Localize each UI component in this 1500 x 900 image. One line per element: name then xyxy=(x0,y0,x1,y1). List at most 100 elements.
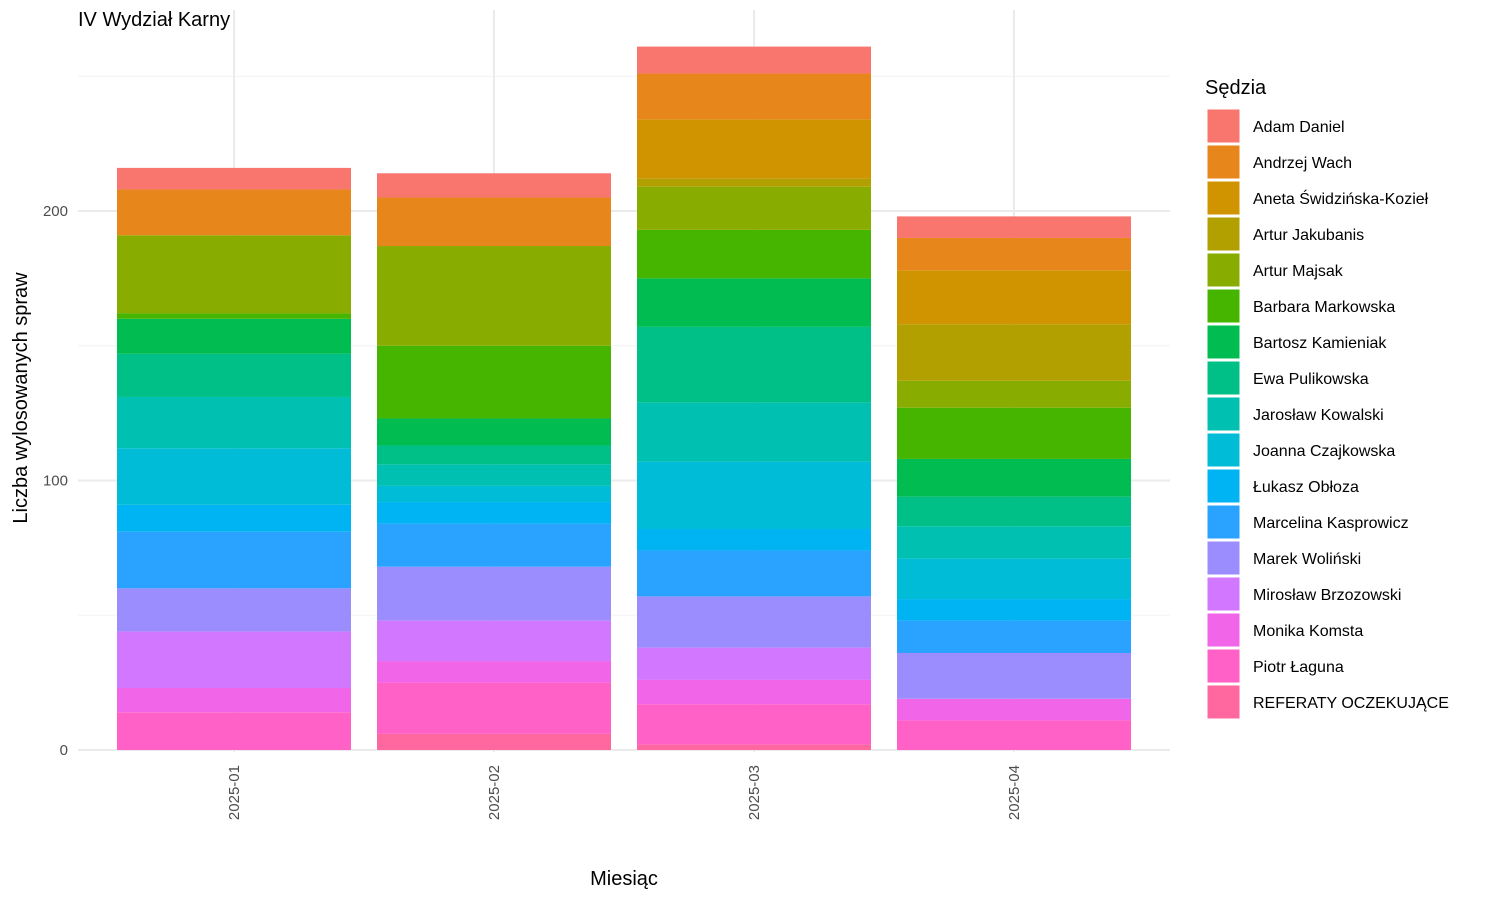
legend-key xyxy=(1206,360,1241,396)
legend-label: Marcelina Kasprowicz xyxy=(1253,515,1409,532)
bar-segment xyxy=(637,529,871,551)
bar-segment xyxy=(897,698,1131,721)
bars-layer xyxy=(117,46,1131,750)
bar-segment xyxy=(637,679,871,705)
bar-segment xyxy=(897,599,1131,621)
legend-key xyxy=(1206,684,1241,720)
bar-segment xyxy=(637,278,871,327)
bar-segment xyxy=(637,186,871,230)
bar-segment xyxy=(377,485,611,503)
legend-item: Jarosław Kowalski xyxy=(1206,396,1384,432)
bar-segment xyxy=(897,407,1131,459)
bar-segment xyxy=(377,464,611,486)
bar-segment xyxy=(897,496,1131,527)
legend-item: Adam Daniel xyxy=(1206,108,1345,144)
bar-segment xyxy=(637,744,871,750)
legend-label: Monika Komsta xyxy=(1253,623,1363,640)
bar-segment xyxy=(637,326,871,403)
legend-item: Marek Woliński xyxy=(1206,540,1361,576)
y-tick-label: 0 xyxy=(60,742,68,759)
bar-segment xyxy=(117,396,351,449)
legend-item: REFERATY OCZEKUJĄCE xyxy=(1206,684,1449,720)
bar-segment xyxy=(377,246,611,346)
legend-key xyxy=(1206,432,1241,468)
legend-item: Artur Majsak xyxy=(1206,252,1344,288)
bar-segment xyxy=(897,620,1131,653)
bar-segment xyxy=(117,167,351,190)
legend-key xyxy=(1206,648,1241,684)
bar-segment xyxy=(897,720,1131,750)
bar-stack-2025-01 xyxy=(117,167,351,750)
legend-label: Mirosław Brzozowski xyxy=(1253,587,1401,604)
bar-segment xyxy=(897,324,1131,381)
legend-item: Joanna Czajkowska xyxy=(1206,432,1395,468)
axes-layer: 0 100 200 2025-01 2025-02 2025-03 2025-04 xyxy=(43,203,1023,820)
bar-segment xyxy=(377,733,611,750)
bar-segment xyxy=(377,566,611,621)
legend-label: Joanna Czajkowska xyxy=(1253,443,1395,460)
legend-key xyxy=(1206,108,1241,144)
bar-segment xyxy=(117,353,351,397)
x-tick-label: 2025-03 xyxy=(746,765,763,820)
bar-segment xyxy=(637,704,871,745)
x-tick-label: 2025-02 xyxy=(486,765,503,820)
bar-segment xyxy=(377,418,611,446)
bar-segment xyxy=(637,73,871,120)
legend-label: Piotr Łaguna xyxy=(1253,659,1344,676)
legend-item: Łukasz Obłoza xyxy=(1206,468,1359,504)
bar-segment xyxy=(377,445,611,465)
bar-segment xyxy=(377,345,611,419)
bar-segment xyxy=(897,652,1131,699)
legend-label: Marek Woliński xyxy=(1253,551,1361,568)
y-axis-title: Liczba wylosowanych spraw xyxy=(10,272,32,524)
legend-item: Monika Komsta xyxy=(1206,612,1363,648)
bar-segment xyxy=(117,688,351,713)
bar-segment xyxy=(377,661,611,683)
y-tick-label: 200 xyxy=(43,203,68,220)
legend-item: Andrzej Wach xyxy=(1206,144,1352,180)
bar-segment xyxy=(377,682,611,734)
bar-segment xyxy=(637,178,871,187)
legend: Sędzia Adam Daniel Andrzej Wach Aneta Świd… xyxy=(1205,77,1449,720)
chart-title: IV Wydział Karny xyxy=(78,9,230,31)
legend-key xyxy=(1206,468,1241,504)
legend-item: Aneta Świdzińska-Kozieł xyxy=(1206,180,1429,216)
legend-key xyxy=(1206,396,1241,432)
x-tick-label: 2025-04 xyxy=(1006,765,1023,820)
bar-segment xyxy=(117,448,351,505)
bar-segment xyxy=(377,502,611,524)
bar-segment xyxy=(117,531,351,589)
legend-key xyxy=(1206,612,1241,648)
bar-segment xyxy=(637,647,871,680)
legend-key xyxy=(1206,144,1241,180)
bar-segment xyxy=(637,596,871,648)
bar-segment xyxy=(637,46,871,74)
bar-segment xyxy=(377,197,611,247)
bar-segment xyxy=(377,523,611,567)
legend-key xyxy=(1206,252,1241,288)
legend-label: Łukasz Obłoza xyxy=(1253,479,1359,496)
legend-key xyxy=(1206,216,1241,252)
legend-label: Barbara Markowska xyxy=(1253,299,1395,316)
legend-item: Barbara Markowska xyxy=(1206,288,1395,324)
bar-segment xyxy=(377,620,611,662)
legend-item: Marcelina Kasprowicz xyxy=(1206,504,1409,540)
bar-segment xyxy=(897,380,1131,408)
bar-segment xyxy=(117,631,351,689)
legend-label: Artur Jakubanis xyxy=(1253,227,1364,244)
bar-segment xyxy=(117,318,351,354)
legend-key xyxy=(1206,324,1241,360)
legend-key xyxy=(1206,504,1241,540)
bar-segment xyxy=(117,189,351,236)
legend-item: Ewa Pulikowska xyxy=(1206,360,1369,396)
bar-segment xyxy=(897,458,1131,497)
legend-label: Andrzej Wach xyxy=(1253,155,1352,172)
bar-segment xyxy=(897,237,1131,271)
bar-segment xyxy=(637,402,871,462)
bar-segment xyxy=(117,313,351,319)
bar-segment xyxy=(117,504,351,532)
legend-label: Adam Daniel xyxy=(1253,119,1345,136)
legend-title: Sędzia xyxy=(1205,77,1267,99)
